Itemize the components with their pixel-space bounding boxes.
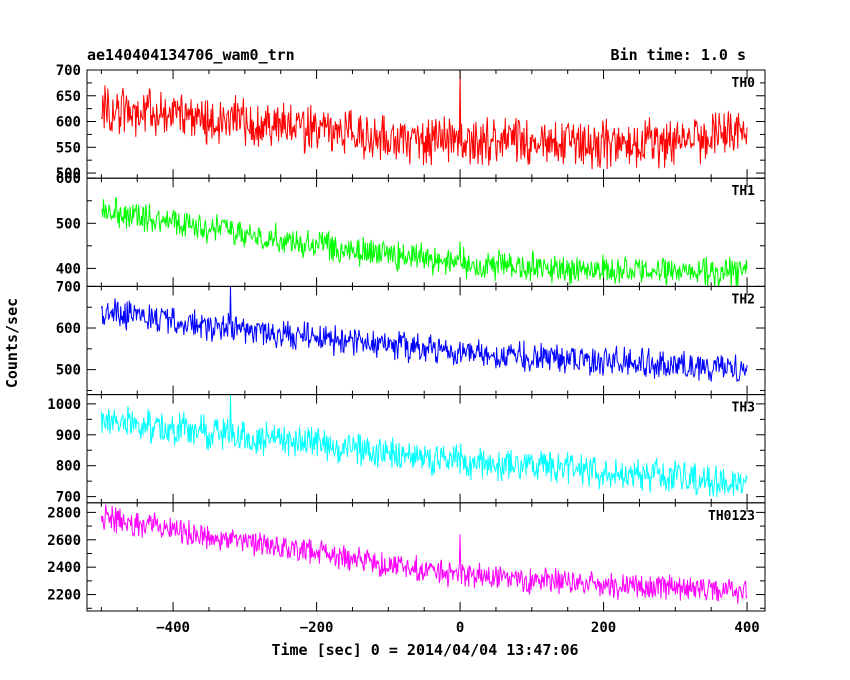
y-tick-label: 1000 [47,397,81,413]
x-tick-label: 0 [456,620,464,636]
y-axis-label: Counts/sec [3,298,21,388]
y-tick-label: 2800 [47,505,81,521]
y-tick-label: 500 [56,363,81,379]
series-th0123-line [100,504,748,604]
panel-stack: 500550600650700TH0400500600TH1500600700T… [47,63,766,612]
y-tick-label: 600 [56,171,81,187]
y-tick-label: 700 [56,490,81,506]
y-tick-label: 2200 [47,588,81,604]
y-tick-label: 500 [56,216,81,232]
x-tick-label: −200 [300,620,334,636]
y-tick-label: 500 [56,166,81,182]
x-axis: −400 −200 0 200 400 [156,620,759,636]
panel-label-th2: TH2 [732,292,755,307]
panel-label-th0123: TH0123 [708,509,755,524]
x-tick-label: 200 [591,620,616,636]
panel-th0: 500 550 600 650 700 TH0 [56,63,766,182]
series-th1-line [101,196,748,287]
panel-label-th3: TH3 [732,401,755,416]
chart-title: ae140404134706_wam0_trn [87,46,295,64]
panel-frame [86,177,766,287]
y-tick-label: 650 [56,89,81,105]
y-tick-label: 2600 [47,533,81,549]
x-axis-label: Time [sec] 0 = 2014/04/04 13:47:06 [271,641,578,659]
panel-label-th0: TH0 [732,76,756,91]
y-tick-label: 2400 [47,560,81,576]
panel-frame [86,502,766,612]
panel-label-th1: TH1 [732,184,756,199]
series-th2-line [100,286,748,383]
y-tick-label: 800 [56,459,81,475]
panel-frame [86,394,766,504]
y-tick-label: 550 [56,140,81,156]
y-tick-label: 600 [56,115,81,131]
y-tick-label: 900 [56,428,81,444]
x-tick-label: 400 [734,620,759,636]
panel-th0123: 2200 2400 2600 2800 TH0123 [47,502,766,612]
y-tick-label: 600 [56,321,81,337]
panel-th3: 700 800 900 1000 TH3 [47,394,766,506]
x-tick-label: −400 [156,620,190,636]
bin-time-label: Bin time: 1.0 s [611,46,746,64]
y-tick-label: 700 [56,279,81,295]
series-th0-line [100,70,748,170]
panel-th1: 400 500 600 TH1 [56,171,766,287]
panel-frame [86,285,766,396]
y-tick-label: 700 [56,63,81,79]
y-tick-label: 400 [56,261,81,277]
series-th3-line [100,394,748,498]
panel-th2: 500 600 700 TH2 [56,279,766,396]
